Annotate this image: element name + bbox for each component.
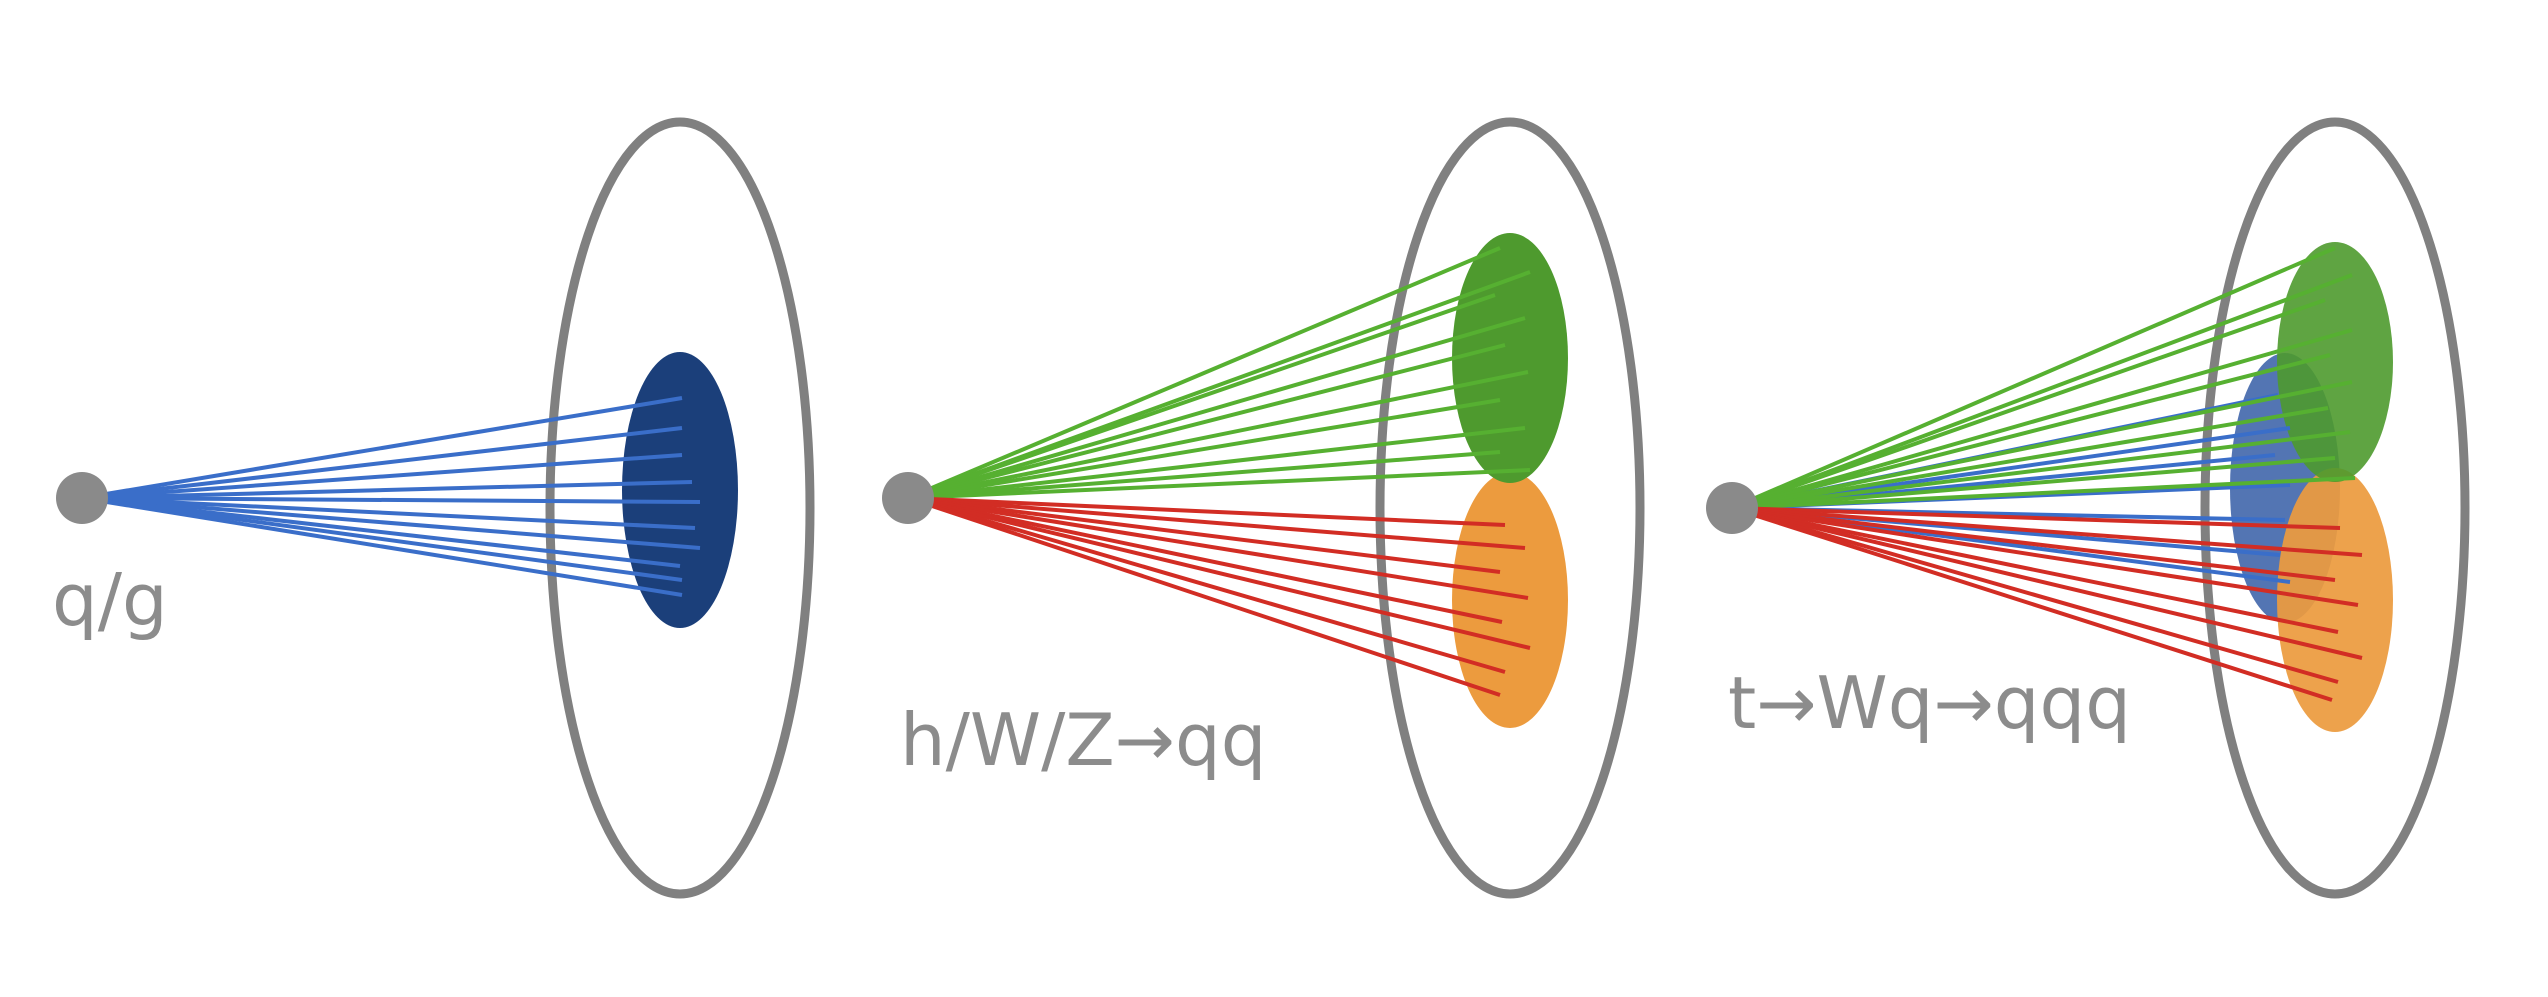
particle-line <box>907 496 1506 527</box>
particle-line <box>81 453 683 500</box>
particle-line <box>1731 506 2339 684</box>
particle-line <box>1731 506 2359 607</box>
particle-line <box>907 496 1501 697</box>
particle-line <box>1731 506 2341 530</box>
particle-line <box>81 496 683 597</box>
particle-lines-blue <box>81 396 701 597</box>
jet-blob-blue <box>622 352 738 628</box>
detector-ring <box>2200 117 2470 899</box>
particle-line <box>1731 506 2336 582</box>
particle-lines-green <box>1731 246 2356 510</box>
particle-line <box>81 496 701 504</box>
particle-line <box>1731 430 2351 510</box>
particle-line <box>907 398 1501 500</box>
particle-line <box>1731 506 2363 557</box>
particle-line <box>1731 246 2336 510</box>
particle-line <box>81 396 683 500</box>
particle-line <box>907 426 1526 500</box>
particle-line <box>907 496 1501 574</box>
particle-line <box>907 293 1496 500</box>
particle-lines-red <box>1731 506 2363 702</box>
particle-line <box>907 496 1506 674</box>
particle-line <box>1731 273 2353 510</box>
particle-line <box>907 468 1531 500</box>
particle-line <box>907 370 1529 500</box>
particle-line <box>81 496 696 530</box>
subjet-blob-green <box>2277 242 2393 482</box>
particle-line <box>907 496 1526 550</box>
particle-line <box>1731 353 2331 510</box>
panel-label: h/W/Z→qq <box>900 698 1266 782</box>
particle-lines-green <box>907 246 1531 500</box>
particle-line <box>1731 298 2326 510</box>
subjet-blob-orange <box>1452 472 1568 728</box>
particle-line <box>81 496 681 568</box>
particle-line <box>907 450 1501 500</box>
panel-top: t→Wq→qqq <box>1706 117 2470 899</box>
detector-ring <box>545 117 815 899</box>
particle-line <box>907 316 1526 500</box>
particle-line <box>1731 506 2339 634</box>
detector-ring <box>1375 117 1645 899</box>
particle-line <box>907 496 1531 650</box>
particle-line <box>1731 456 2336 510</box>
origin-point <box>1706 482 1758 534</box>
particle-line <box>907 246 1501 500</box>
particle-line <box>1731 380 2353 510</box>
particle-line <box>907 496 1503 624</box>
panel-label: q/g <box>52 558 168 642</box>
particle-line <box>1731 506 2333 702</box>
particle-line <box>81 480 693 500</box>
origin-point <box>882 472 934 524</box>
particle-line <box>1731 328 2353 510</box>
origin-point <box>56 472 108 524</box>
particle-line <box>907 496 1529 600</box>
particle-line <box>1731 506 2363 660</box>
particle-line <box>81 496 683 582</box>
panel-qg: q/g <box>52 117 815 899</box>
particle-line <box>1731 476 2356 510</box>
particle-line <box>907 343 1506 500</box>
particle-line <box>81 496 701 550</box>
panel-hwz: h/W/Z→qq <box>882 117 1645 899</box>
panel-label: t→Wq→qqq <box>1728 661 2131 745</box>
particle-line <box>81 426 683 500</box>
subjet-blob-green <box>1452 233 1568 483</box>
particle-lines-red <box>907 496 1531 697</box>
particle-line <box>1731 406 2329 510</box>
